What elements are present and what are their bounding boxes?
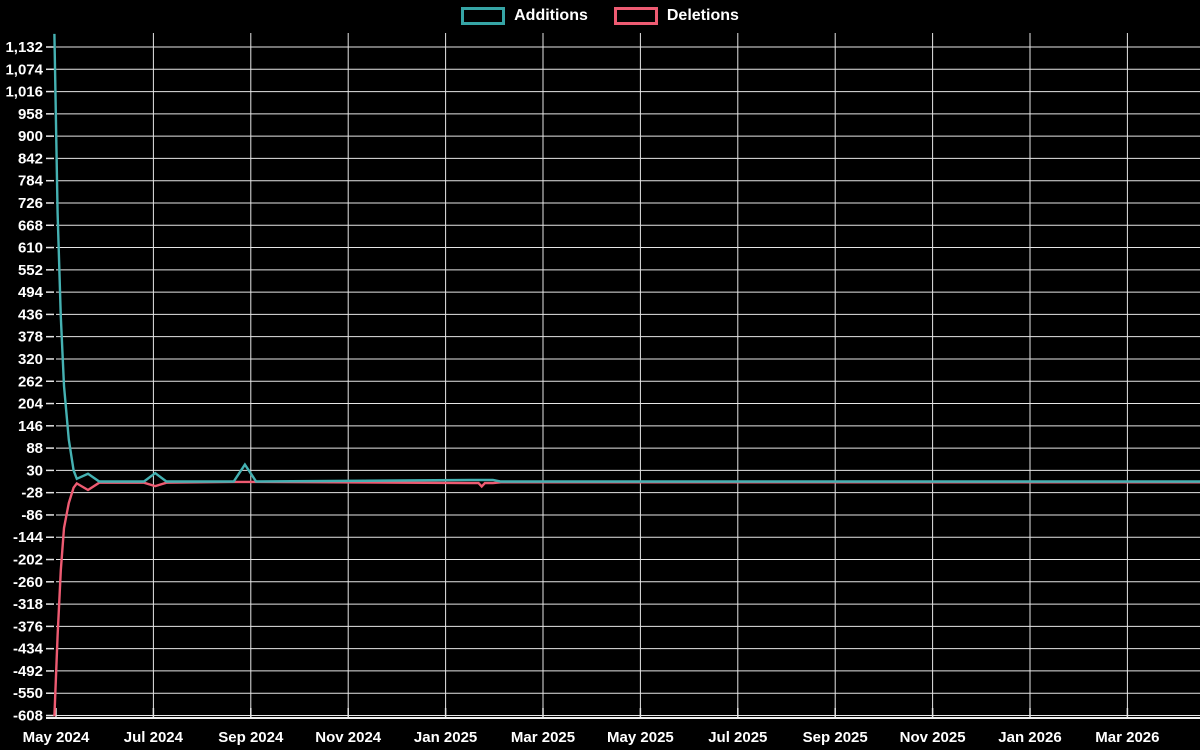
y-tick-label: -434 <box>13 641 44 658</box>
y-tick-label: 320 <box>18 351 43 368</box>
y-tick-label: 146 <box>18 418 43 435</box>
x-tick-label: Sep 2024 <box>218 729 284 746</box>
y-tick-label: 204 <box>18 396 44 413</box>
y-tick-label: 88 <box>26 440 43 457</box>
y-tick-label: -376 <box>13 618 43 635</box>
y-tick-label: 610 <box>18 240 43 257</box>
x-tick-label: Nov 2024 <box>315 729 382 746</box>
y-tick-label: 726 <box>18 195 43 212</box>
additions-line <box>53 33 1200 483</box>
y-tick-label: 1,132 <box>5 39 43 56</box>
y-tick-label: -608 <box>13 708 43 725</box>
x-tick-label: Jan 2026 <box>998 729 1061 746</box>
y-tick-label: 552 <box>18 262 43 279</box>
y-tick-label: -550 <box>13 685 43 702</box>
y-tick-label: 494 <box>18 284 44 301</box>
legend-item-additions[interactable]: Additions <box>461 6 588 26</box>
x-tick-label: Jan 2025 <box>414 729 477 746</box>
x-tick-label: Sep 2025 <box>803 729 868 746</box>
y-tick-label: -202 <box>13 552 43 569</box>
chart-legend: Additions Deletions <box>0 6 1200 26</box>
x-tick-label: Jul 2024 <box>124 729 184 746</box>
x-tick-label: Jul 2025 <box>708 729 767 746</box>
x-tick-label: May 2024 <box>23 729 90 746</box>
y-tick-label: 1,016 <box>5 84 43 101</box>
additions-swatch-icon <box>461 7 506 25</box>
y-tick-label: -318 <box>13 596 43 613</box>
y-tick-label: 1,074 <box>5 61 43 78</box>
y-tick-label: 30 <box>26 462 43 479</box>
y-tick-label: 262 <box>18 373 43 390</box>
y-tick-label: 784 <box>18 173 44 190</box>
y-tick-label: -144 <box>13 529 44 546</box>
legend-label-deletions: Deletions <box>666 7 739 24</box>
deletions-swatch-icon <box>613 7 658 25</box>
x-tick-label: Nov 2025 <box>900 729 966 746</box>
x-tick-label: Mar 2026 <box>1095 729 1159 746</box>
y-tick-label: 842 <box>18 150 43 167</box>
y-tick-label: 900 <box>18 128 43 145</box>
x-tick-label: Mar 2025 <box>511 729 575 746</box>
legend-label-additions: Additions <box>514 7 588 24</box>
y-tick-label: 668 <box>18 217 43 234</box>
y-tick-label: -86 <box>21 507 43 524</box>
y-tick-label: 958 <box>18 106 43 123</box>
y-tick-label: -260 <box>13 574 43 591</box>
y-tick-label: 436 <box>18 306 43 323</box>
y-tick-label: -28 <box>21 485 43 502</box>
x-tick-label: May 2025 <box>607 729 674 746</box>
legend-item-deletions[interactable]: Deletions <box>613 6 739 26</box>
y-tick-label: -492 <box>13 663 43 680</box>
deletions-line <box>53 480 1200 717</box>
y-tick-label: 378 <box>18 329 43 346</box>
